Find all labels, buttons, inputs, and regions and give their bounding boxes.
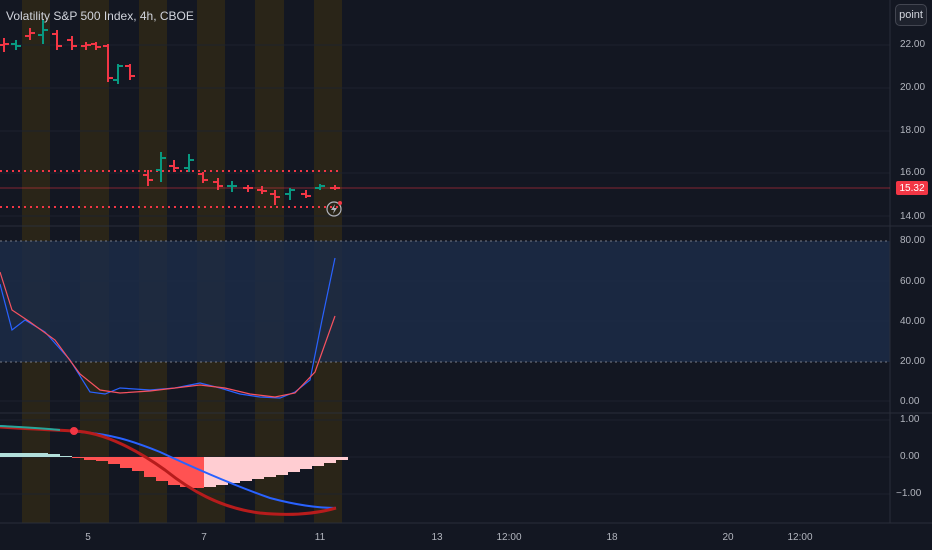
oscillator-tick: 60.00 [900, 276, 926, 287]
macd-histogram-bar [312, 457, 324, 466]
macd-histogram-bar [264, 457, 276, 477]
current-price-badge: 15.32 [896, 181, 928, 195]
time-tick: 20 [722, 532, 734, 543]
macd-histogram-bar [24, 453, 36, 457]
oscillator-tick: 0.00 [900, 396, 920, 407]
macd-histogram-bar [288, 457, 300, 472]
oscillator-tick: 20.00 [900, 356, 926, 367]
macd-histogram-bar [108, 457, 120, 464]
price-tick: 16.00 [900, 167, 926, 178]
macd-histogram-bar [336, 457, 348, 460]
macd-histogram-bar [96, 457, 108, 461]
time-tick: 12:00 [496, 532, 522, 543]
macd-histogram-bar [192, 457, 204, 488]
macd-histogram-bar [12, 453, 24, 457]
macd-histogram-bar [324, 457, 336, 463]
time-tick: 18 [606, 532, 618, 543]
price-tick: 14.00 [900, 211, 926, 222]
macd-histogram-bar [0, 453, 12, 457]
macd-histogram-bar [132, 457, 144, 471]
macd-tick: −1.00 [896, 488, 922, 499]
macd-tick: 0.00 [900, 451, 920, 462]
price-tick: 20.00 [900, 82, 926, 93]
macd-histogram-bar [72, 457, 84, 458]
oscillator-tick: 80.00 [900, 235, 926, 246]
price-tick: 22.00 [900, 39, 926, 50]
macd-histogram-bar [300, 457, 312, 469]
macd-histogram-bar [276, 457, 288, 475]
macd-histogram-bar [60, 456, 72, 457]
time-tick: 13 [431, 532, 443, 543]
macd-histogram-bar [84, 457, 96, 460]
macd-histogram-bar [120, 457, 132, 468]
macd-line-up-segment [0, 425, 61, 431]
macd-histogram-bar [228, 457, 240, 483]
scale-mode-button[interactable]: point [895, 4, 927, 26]
oscillator-overbought-zone [0, 241, 890, 362]
macd-histogram-bar [48, 454, 60, 457]
macd-histogram-bar [36, 453, 48, 457]
time-tick: 5 [85, 532, 91, 543]
chart-title[interactable]: Volatility S&P 500 Index, 4h, CBOE [6, 9, 194, 23]
time-tick: 12:00 [787, 532, 813, 543]
macd-tick: 1.00 [900, 414, 920, 425]
macd-histogram-bar [252, 457, 264, 479]
macd-histogram-bar [240, 457, 252, 481]
time-tick: 11 [314, 532, 326, 543]
signal-line [0, 425, 337, 516]
crossover-marker [70, 427, 78, 435]
oscillator-tick: 40.00 [900, 316, 926, 327]
lightning-alert-icon[interactable] [326, 201, 342, 217]
price-tick: 18.00 [900, 125, 926, 136]
macd-histogram-bar [204, 457, 216, 487]
time-tick: 7 [201, 532, 207, 543]
oscillator-slow-line [0, 271, 336, 398]
